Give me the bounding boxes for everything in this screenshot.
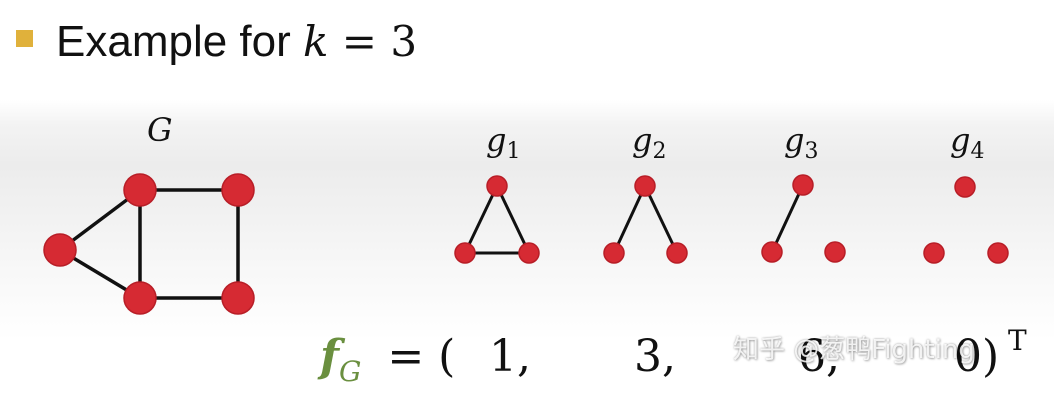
main-graph-node xyxy=(43,233,77,267)
graphlet-label-1: g1 xyxy=(486,122,520,170)
graphlet-2-edge xyxy=(612,185,647,254)
main-graph-node xyxy=(123,281,157,315)
vector-subscript-G: G xyxy=(338,355,362,388)
slide-title: Example for k = 3 xyxy=(56,12,417,72)
vector-value-1: 1, xyxy=(489,331,531,382)
feature-vector: fG = ( 1, 3, 6, 0) T xyxy=(320,322,1027,392)
graphlet-2-node xyxy=(666,242,688,264)
graphlet-1-node xyxy=(518,242,540,264)
title-variable-k: k xyxy=(302,17,329,66)
graphlet-label-2: g2 xyxy=(632,122,666,170)
graphlet-3-node xyxy=(824,241,846,263)
graphlet-1-node xyxy=(486,175,508,197)
graphlet-1-node xyxy=(454,242,476,264)
graphlet-3-edge xyxy=(770,184,805,253)
graphlet-2-node xyxy=(634,175,656,197)
graphlet-3-node xyxy=(792,174,814,196)
vector-symbol-f: f xyxy=(320,331,339,382)
graphlet-3-index: 3 xyxy=(804,139,819,164)
graphlet-4-index: 4 xyxy=(970,139,985,164)
vector-value-4: 0) xyxy=(954,331,1000,382)
vector-transpose: T xyxy=(1008,324,1027,357)
edges-layer xyxy=(58,184,805,300)
graphlet-1-letter: g xyxy=(486,121,507,159)
graphlet-2-index: 2 xyxy=(652,139,667,164)
nodes-layer xyxy=(43,173,1009,315)
graphlet-1-index: 1 xyxy=(506,139,521,164)
bullet-square xyxy=(16,30,33,47)
graphlet-4-letter: g xyxy=(950,121,971,159)
vector-equals-paren: = ( xyxy=(387,331,456,382)
vector-value-3: 6, xyxy=(798,331,840,382)
main-graph-label: G xyxy=(147,112,173,148)
graphlet-4-node xyxy=(954,176,976,198)
graphlet-2-letter: g xyxy=(632,121,653,159)
main-graph-node xyxy=(221,173,255,207)
title-equals: = 3 xyxy=(328,17,418,66)
main-graph-node xyxy=(221,281,255,315)
graphlet-1-edge xyxy=(463,185,499,254)
graphlet-label-3: g3 xyxy=(784,122,818,170)
graphlet-3-node xyxy=(761,241,783,263)
graphlet-4-node xyxy=(923,242,945,264)
main-graph-node xyxy=(123,173,157,207)
graphlet-4-node xyxy=(987,242,1009,264)
main-graph-label-text: G xyxy=(147,111,173,149)
graphlet-label-4: g4 xyxy=(950,122,984,170)
graphlet-3-letter: g xyxy=(784,121,805,159)
title-prefix: Example for xyxy=(56,17,303,66)
watermark: 知乎 @葱鸭Fighting xyxy=(733,335,975,365)
graphlet-1-edge xyxy=(495,185,531,254)
graphlet-2-edge xyxy=(643,185,679,254)
vector-value-2: 3, xyxy=(634,331,676,382)
graphlet-2-node xyxy=(603,242,625,264)
